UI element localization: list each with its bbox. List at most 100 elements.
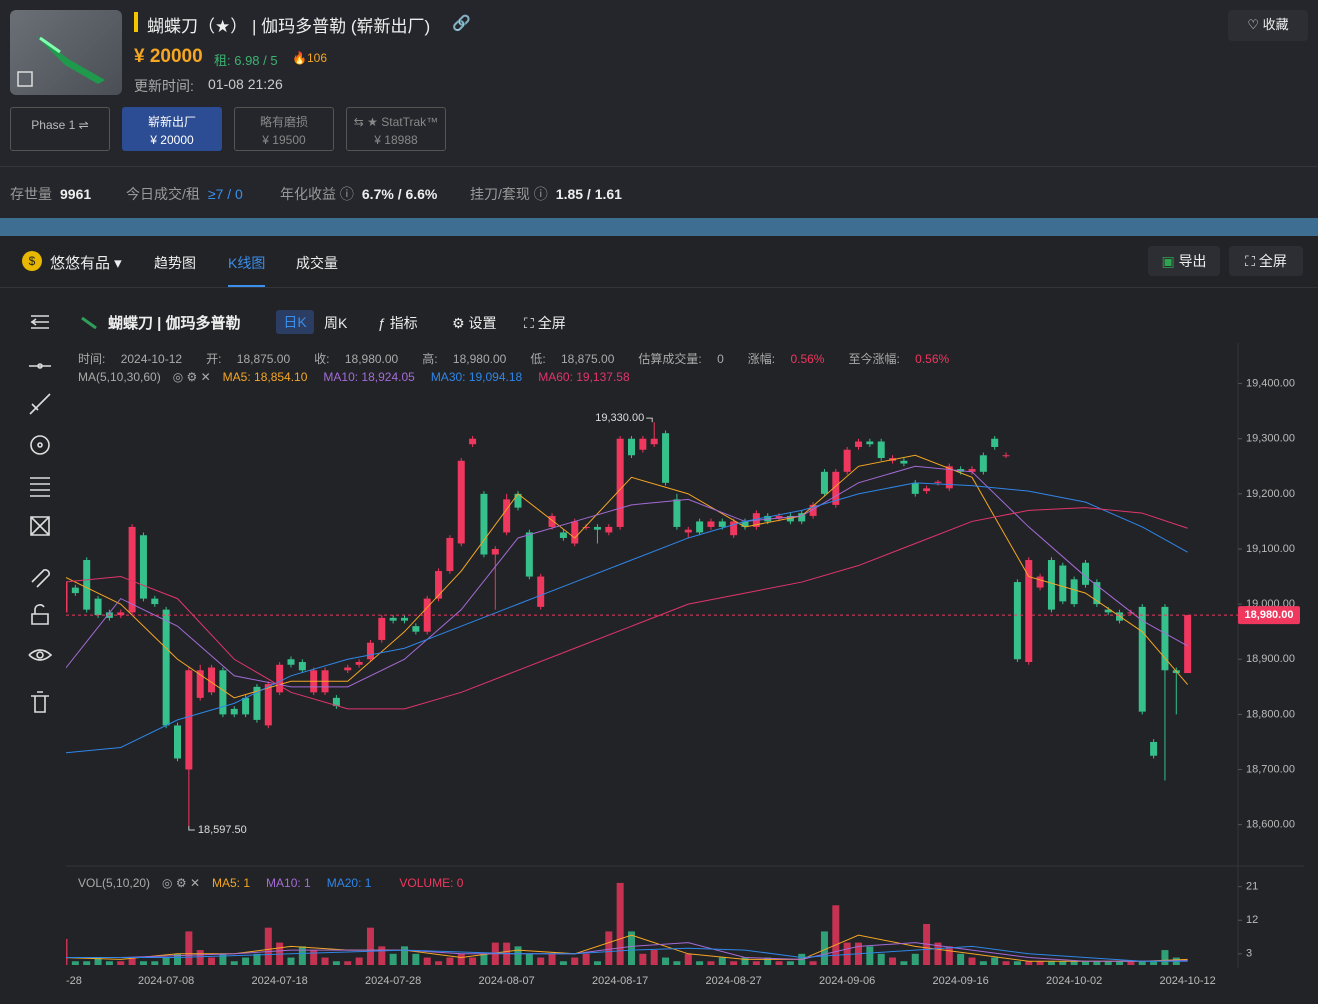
info-item: 低: 18,875.00 <box>530 352 626 366</box>
heat-icon: 🔥 <box>292 51 307 65</box>
stat: 今日成交/租 ≥7 / 0 <box>126 184 243 204</box>
vol-value: VOLUME: 0 <box>399 876 464 890</box>
ma-items: MA5: 18,854.10 MA10: 18,924.05 MA30: 19,09… <box>223 370 646 384</box>
link-icon[interactable]: 🔗 <box>452 15 471 32</box>
info-item: 时间: 2024-10-12 <box>78 352 194 366</box>
period-active[interactable]: 日K <box>276 310 314 334</box>
info-value: 18,875.00 <box>236 352 291 366</box>
info-label: 涨幅: <box>747 352 776 366</box>
stat-value: 6.7% / 6.6% <box>361 186 438 202</box>
legend-item: MA5: 1 <box>212 876 251 890</box>
info-row: 时间: 2024-10-12 开: 18,875.00 收: 18,980.00 高:… <box>78 350 973 367</box>
variant-button[interactable]: 崭新出厂 ¥ 20000 <box>122 107 222 151</box>
item-card: 蝴蝶刀（★） | 伽玛多普勒 (崭新出厂) 🔗 ¥ 20000 租: 6.98 … <box>0 0 1318 218</box>
item-title: 蝴蝶刀（★） | 伽玛多普勒 (崭新出厂) <box>147 17 431 36</box>
variant-button[interactable]: 略有磨损 ¥ 19500 <box>234 107 334 151</box>
divider-strip <box>0 218 1318 236</box>
info-label: 低: <box>530 352 546 366</box>
info-label: 收: <box>314 352 330 366</box>
ma-legend: MA(5,10,30,60) ◎ ⚙ ✕ MA5: 18,854.10 MA10: 1… <box>78 370 658 384</box>
fullscreen-button[interactable]: ⛶ 全屏 <box>1229 246 1303 276</box>
brand-icon: $ <box>22 251 42 271</box>
vol-items: MA5: 1 MA10: 1 MA20: 1 <box>212 876 387 890</box>
info-value: 0.56% <box>915 352 950 366</box>
separator <box>0 166 1318 167</box>
export-button[interactable]: ▣ 导出 <box>1148 246 1220 276</box>
info-value: 18,875.00 <box>561 352 615 366</box>
legend-item: MA10: 1 <box>266 876 311 890</box>
chart-fullscreen-button[interactable]: ⛶ 全屏 <box>524 315 566 331</box>
item-image <box>10 10 122 95</box>
variant-label: Phase 1 ⇌ <box>31 118 89 132</box>
tab[interactable]: 趋势图 <box>154 255 196 271</box>
settings-label: 设置 <box>468 315 497 331</box>
stat: 存世量 9961 <box>10 184 91 204</box>
fullscreen-label: 全屏 <box>1258 253 1287 269</box>
indicator-button[interactable]: ƒ 指标 <box>378 315 418 331</box>
stat-value: 9961 <box>60 186 92 202</box>
variant-button[interactable]: ⇆ ★ StatTrak™ ¥ 18988 <box>346 107 446 151</box>
tab-underline <box>228 285 265 287</box>
info-item: 至今涨幅: 0.56% <box>848 352 961 366</box>
variant-button[interactable]: Phase 1 ⇌ <box>10 107 110 151</box>
stat-label: 挂刀/套现 <box>470 186 530 202</box>
vol-title: VOL(5,10,20) <box>78 876 151 890</box>
variant-label: 略有磨损 <box>259 115 308 129</box>
separator <box>0 287 1318 288</box>
ma-title: MA(5,10,30,60) <box>78 370 161 384</box>
info-item: 收: 18,980.00 <box>314 352 410 366</box>
legend-item: MA30: 19,094.18 <box>430 370 523 384</box>
legend-item: MA10: 18,924.05 <box>323 370 415 384</box>
legend-icons[interactable]: ◎ ⚙ ✕ <box>172 370 211 384</box>
info-label: 估算成交量: <box>638 352 702 366</box>
variant-price: ¥ 20000 <box>150 133 194 147</box>
stat: 挂刀/套现 ⓘ 1.85 / 1.61 <box>470 186 622 202</box>
stat-value: 1.85 / 1.61 <box>555 186 622 202</box>
update-label: 更新时间: <box>134 78 194 94</box>
brand[interactable]: 悠悠有品 ▾ <box>50 255 122 272</box>
variant-price: ¥ 18988 <box>374 133 418 147</box>
rent: 租: 6.98 / 5 <box>214 53 278 68</box>
legend-icons[interactable]: ◎ ⚙ ✕ <box>162 876 200 890</box>
favorite-button[interactable]: ♡ 收藏 <box>1228 10 1308 41</box>
variant-label: 崭新出厂 <box>147 115 196 129</box>
brand-label: 悠悠有品 <box>50 255 111 272</box>
legend-item: MA5: 18,854.10 <box>222 370 308 384</box>
info-item: 高: 18,980.00 <box>422 352 518 366</box>
info-item: 估算成交量: 0 <box>638 352 735 366</box>
legend-item: MA60: 19,137.58 <box>538 370 630 384</box>
chart-fullscreen-label: 全屏 <box>537 315 566 331</box>
variant-label: ⇆ ★ StatTrak™ <box>353 115 439 129</box>
stat: 年化收益 ⓘ 6.7% / 6.6% <box>280 186 438 202</box>
indicator-label: 指标 <box>389 315 418 331</box>
info-label: 至今涨幅: <box>848 352 900 366</box>
info-label: 时间: <box>78 352 106 366</box>
stat-value: ≥7 / 0 <box>207 186 243 202</box>
vol-legend: VOL(5,10,20) ◎ ⚙ ✕ MA5: 1 MA10: 1 MA20: 1 VOL… <box>78 876 475 890</box>
tab[interactable]: 成交量 <box>296 255 338 271</box>
variant-price: ¥ 19500 <box>262 133 306 147</box>
stat-label: 年化收益 <box>280 186 336 202</box>
heat: 106 <box>307 51 328 65</box>
title-bar <box>134 12 138 32</box>
legend-item: MA20: 1 <box>326 876 372 890</box>
settings-button[interactable]: ⚙ 设置 <box>452 315 497 331</box>
info-item: 涨幅: 0.56% <box>748 352 837 366</box>
period-button[interactable]: 周K <box>324 315 348 331</box>
export-label: 导出 <box>1178 253 1207 269</box>
info-value: 2024-10-12 <box>120 352 183 366</box>
info-value: 0 <box>717 352 724 366</box>
knife-icon <box>17 35 105 87</box>
info-item: 开: 18,875.00 <box>206 352 302 366</box>
info-label: 高: <box>422 352 438 366</box>
chart-name: 蝴蝶刀 | 伽玛多普勒 <box>108 315 241 332</box>
info-label: 开: <box>206 352 222 366</box>
favorite-label: 收藏 <box>1262 17 1289 32</box>
update-time: 01-08 21:26 <box>208 76 283 92</box>
info-value: 18,980.00 <box>344 352 399 366</box>
stat-label: 今日成交/租 <box>126 186 200 202</box>
tab-active[interactable]: K线图 <box>228 255 266 271</box>
info-value: 0.56% <box>790 352 825 366</box>
stat-label: 存世量 <box>10 186 52 202</box>
